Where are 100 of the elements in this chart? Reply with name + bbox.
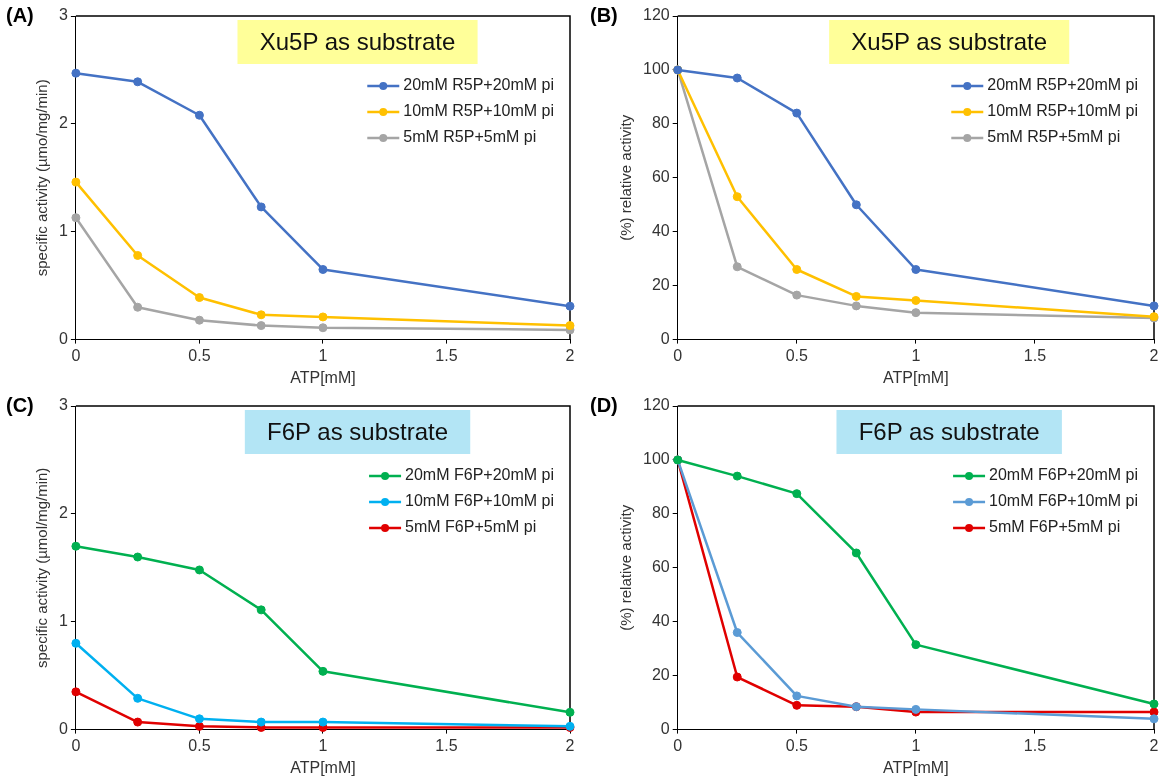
point [194, 110, 204, 120]
point [256, 310, 266, 320]
x-tick-label: 0 [673, 736, 683, 754]
y-tick-label: 100 [642, 450, 670, 468]
x-tick-label: 0.5 [785, 736, 808, 754]
legend-label: 20mM R5P+20mM pi [987, 76, 1138, 94]
point [71, 68, 81, 78]
point [194, 714, 204, 724]
point [133, 552, 143, 562]
x-tick-label: 2 [565, 736, 575, 754]
point [732, 192, 742, 202]
point [133, 302, 143, 312]
x-axis-title: ATP[mM] [883, 758, 949, 776]
point [133, 717, 143, 727]
point [133, 77, 143, 87]
text: (D) [590, 393, 618, 416]
y-axis-title: (%) relative activity [617, 504, 635, 631]
point [71, 213, 81, 223]
x-tick-label: 0 [71, 736, 81, 754]
text: (C) [6, 393, 34, 416]
text: F6P as substrate [267, 417, 449, 445]
x-tick-label: 2 [1149, 346, 1159, 364]
legend-label: 5mM R5P+5mM pi [403, 128, 537, 146]
point [71, 541, 81, 551]
point [194, 721, 204, 731]
point [256, 605, 266, 615]
x-axis-title: ATP[mM] [290, 758, 356, 776]
point [792, 290, 802, 300]
x-axis-title: ATP[mM] [290, 368, 356, 386]
x-tick-label: 1 [911, 346, 921, 364]
x-tick-label: 0.5 [785, 346, 808, 364]
point [71, 638, 81, 648]
y-tick-label: 20 [651, 666, 670, 684]
y-tick-label: 2 [58, 114, 68, 132]
point [792, 264, 802, 274]
point [318, 323, 328, 333]
x-tick-label: 1.5 [1023, 736, 1047, 754]
point [851, 200, 861, 210]
y-tick-label: 120 [642, 396, 670, 414]
point [1149, 714, 1159, 724]
y-tick-label: 60 [651, 168, 670, 186]
point [851, 301, 861, 311]
point [792, 489, 802, 499]
y-tick-label: 40 [651, 612, 670, 630]
point [732, 672, 742, 682]
x-tick-label: 0 [673, 346, 683, 364]
legend-label: 20mM F6P+20mM pi [405, 466, 554, 484]
x-tick-label: 1 [318, 736, 328, 754]
text: Xu5P as substrate [851, 27, 1048, 55]
point [71, 687, 81, 697]
legend-label: 10mM R5P+10mM pi [987, 102, 1138, 120]
point [1149, 699, 1159, 709]
text: F6P as substrate [858, 417, 1040, 445]
x-tick-label: 0.5 [188, 346, 211, 364]
point [318, 312, 328, 322]
y-tick-label: 0 [660, 330, 670, 348]
point [792, 700, 802, 710]
point [792, 108, 802, 118]
point [1149, 301, 1159, 311]
point [565, 301, 575, 311]
text: (A) [6, 3, 34, 26]
y-tick-label: 3 [58, 6, 68, 24]
point [565, 707, 575, 717]
y-tick-label: 3 [58, 396, 68, 414]
y-tick-label: 2 [58, 504, 68, 522]
y-tick-label: 80 [651, 504, 670, 522]
point [792, 691, 802, 701]
point [851, 548, 861, 558]
y-tick-label: 100 [642, 60, 670, 78]
point [911, 296, 921, 305]
legend-label: 10mM F6P+10mM pi [405, 492, 554, 510]
x-tick-label: 1.5 [1023, 346, 1047, 364]
text: (B) [590, 3, 618, 26]
point [318, 717, 328, 727]
point [256, 202, 266, 212]
point [133, 693, 143, 703]
point [194, 293, 204, 303]
y-tick-label: 120 [642, 6, 670, 24]
point [732, 262, 742, 272]
x-axis-title: ATP[mM] [883, 368, 949, 386]
y-tick-label: 0 [660, 720, 670, 738]
y-tick-label: 0 [58, 720, 68, 738]
point [851, 291, 861, 301]
y-tick-label: 80 [651, 114, 670, 132]
point [133, 250, 143, 260]
point [732, 628, 742, 638]
point [71, 177, 81, 187]
point [194, 315, 204, 325]
point [256, 717, 266, 727]
point [911, 264, 921, 274]
y-tick-label: 1 [58, 222, 68, 240]
point [911, 308, 921, 318]
x-tick-label: 1 [318, 346, 328, 364]
legend-label: 20mM F6P+20mM pi [989, 466, 1138, 484]
legend-label: 10mM R5P+10mM pi [403, 102, 554, 120]
y-tick-label: 1 [58, 612, 68, 630]
x-tick-label: 1 [911, 736, 921, 754]
point [256, 321, 266, 331]
y-tick-label: 0 [58, 330, 68, 348]
y-axis-title: specific activity (µmo/mg/min) [33, 79, 51, 277]
